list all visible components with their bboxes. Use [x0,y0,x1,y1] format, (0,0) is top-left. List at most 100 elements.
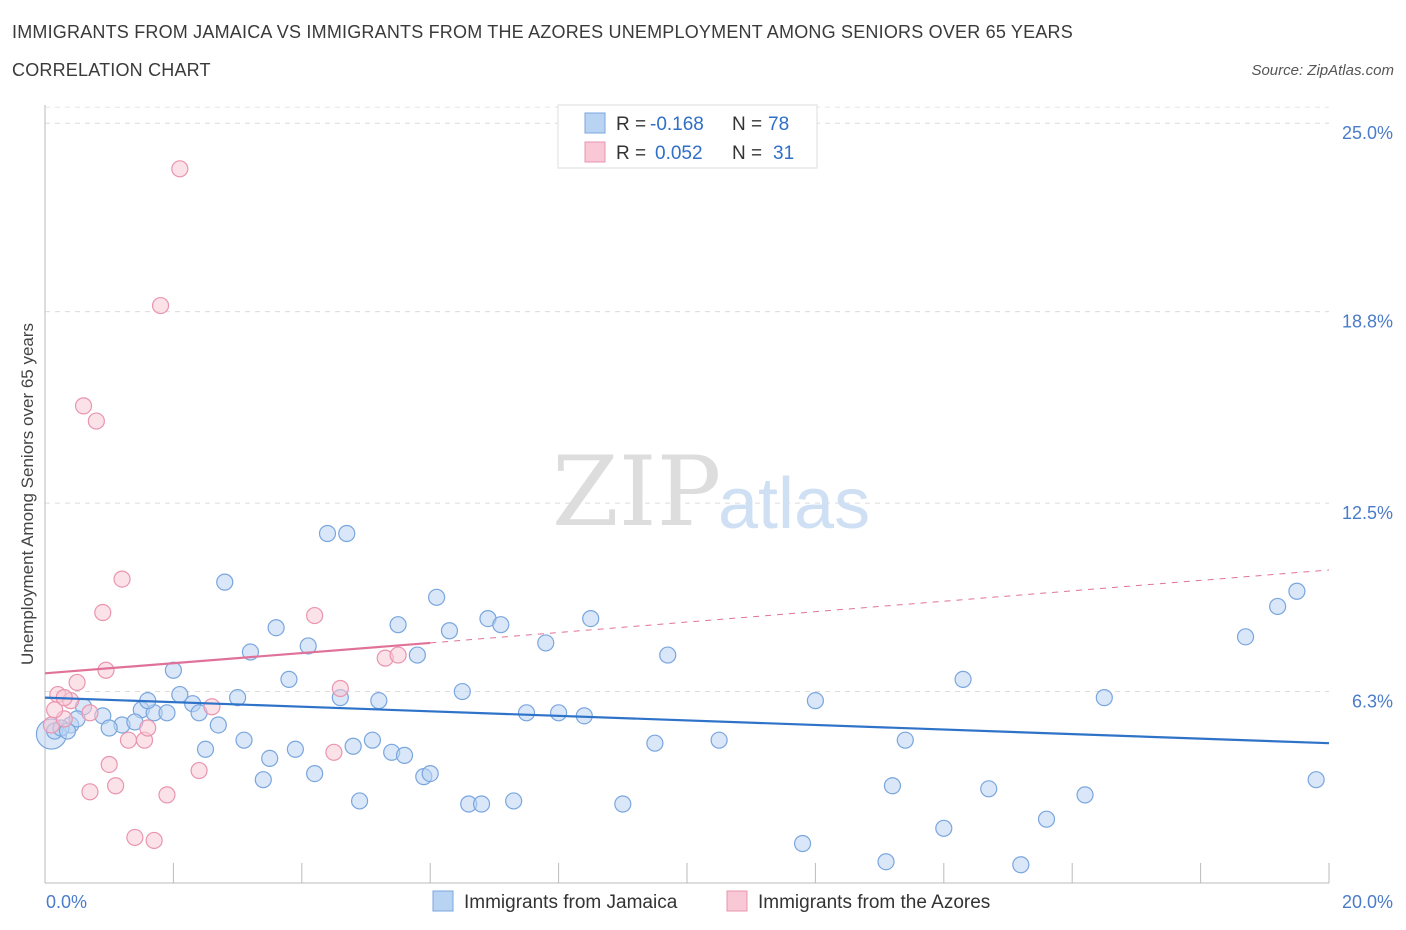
jamaica-point [216,573,234,591]
azores-point [81,783,99,801]
jamaica-point [935,819,953,837]
jamaica-point [209,716,227,734]
jamaica-point [549,704,568,722]
azores-point [171,160,189,178]
azores-point [46,701,64,719]
jamaica-point [363,731,382,749]
grid [45,106,1329,693]
jamaica-point [505,792,523,810]
jamaica-point [1037,810,1056,828]
watermark-atlas: atlas [718,464,870,544]
jamaica-point [883,777,902,795]
jamaica-point [582,610,600,628]
jamaica-point [196,740,215,758]
chart-subtitle: CORRELATION CHART [12,60,211,80]
azores-point [68,673,86,692]
jamaica-point [1095,689,1113,707]
jamaica-point [235,731,253,749]
azores-point [107,777,125,795]
jamaica-point [1269,597,1287,616]
series-legend: Immigrants from Jamaica Immigrants from … [432,890,990,913]
jamaica-point [280,670,298,688]
x-tick-label-max: 20.0% [1342,892,1393,912]
jamaica-point [370,692,388,710]
watermark-zip: ZIP [552,436,721,548]
jamaica-point [793,834,812,853]
azores-point [94,603,112,622]
jamaica-point [710,731,728,749]
jamaica-point [1288,582,1306,600]
axes [44,105,1330,884]
jamaica-point [350,792,369,810]
jamaica-point [646,734,664,752]
jamaica-point [229,689,247,707]
jamaica-point [395,746,414,764]
jamaica-point [267,619,285,637]
jamaica-point [158,704,176,722]
jamaica-point [517,704,536,722]
legend-r-value-azores: 0.052 [655,143,703,164]
jamaica-point [1307,771,1325,789]
jamaica-point [614,795,632,813]
jamaica-point [492,616,510,634]
legend-n-label-jamaica: N = [732,114,762,135]
stats-legend: R = -0.168 N = 78 R = 0.052 N = 31 [557,104,818,169]
azores-point [97,661,115,679]
trend-lines [44,569,1330,745]
azores-point [81,704,99,722]
jamaica-point [537,634,555,652]
jamaica-point [1012,856,1030,874]
legend-n-value-azores: 31 [773,143,794,164]
azores-trend-extension [430,569,1330,644]
jamaica-point [1236,628,1255,646]
series-legend-swatch-azores [726,890,748,912]
jamaica-point [306,764,324,783]
azores-point [331,679,349,698]
jamaica-point [254,771,272,789]
legend-n-value-jamaica: 78 [768,114,789,135]
y-axis-title: Unemployment Among Seniors over 65 years [18,323,37,665]
watermark: ZIP atlas [552,436,870,548]
azores-point [74,397,93,415]
jamaica-point [806,692,825,710]
legend-swatch-jamaica [584,112,606,134]
jamaica-point [421,764,439,783]
azores-point [158,786,176,804]
x-tick-label-min: 0.0% [46,892,87,912]
jamaica-point [877,853,895,871]
series-legend-swatch-jamaica [432,890,454,912]
azores-point [190,761,208,780]
jamaica-point [389,616,407,634]
azores-point [100,755,118,774]
y-tick-label: 6.3% [1352,692,1393,712]
jamaica-point [261,749,279,767]
y-tick-label: 25.0% [1342,123,1393,143]
chart-title: IMMIGRANTS FROM JAMAICA VS IMMIGRANTS FR… [12,22,1073,42]
azores-trend-line [44,641,431,675]
series-legend-label-azores: Immigrants from the Azores [758,892,990,913]
jamaica-point [453,682,471,701]
y-tick-labels: 6.3% 12.5% 18.8% 25.0% [1342,123,1393,711]
jamaica-point [980,780,998,798]
legend-r-label-jamaica: R = [616,114,646,135]
jamaica-point [428,588,446,606]
jamaica-point [472,795,491,813]
azores-point [145,831,163,850]
azores-point [139,719,157,737]
azores-point [306,606,324,625]
jamaica-point [896,731,914,749]
y-tick-label: 12.5% [1342,503,1393,523]
jamaica-point [338,524,356,543]
jamaica-point [1076,786,1094,804]
jamaica-point [286,740,304,758]
jamaica-point [408,646,426,664]
legend-r-value-jamaica: -0.168 [650,114,704,135]
jamaica-point [100,719,118,737]
azores-point [389,646,407,664]
y-tick-label: 18.8% [1342,312,1393,332]
source-label: Source: ZipAtlas.com [1251,62,1394,79]
jamaica-point [344,737,362,755]
series-legend-label-jamaica: Immigrants from Jamaica [464,892,678,913]
legend-r-label-azores: R = [616,143,646,164]
azores-point [151,296,170,315]
